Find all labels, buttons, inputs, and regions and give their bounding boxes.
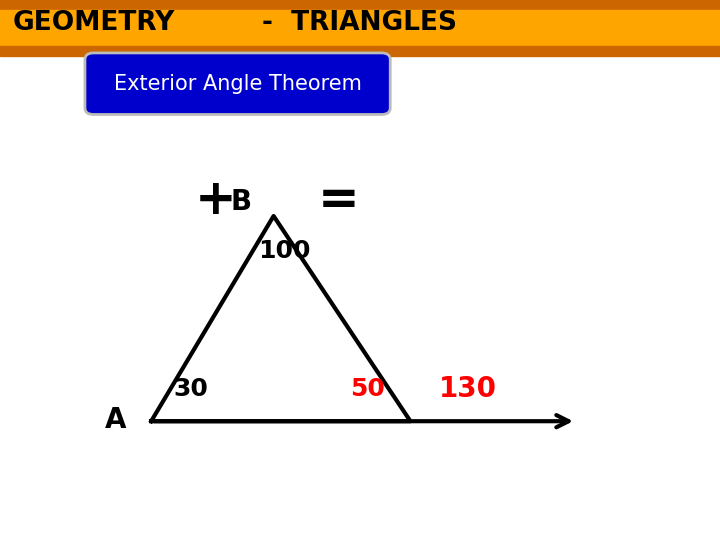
Bar <box>0 10 720 46</box>
Text: 30: 30 <box>174 377 208 401</box>
Bar <box>0 46 720 56</box>
Text: GEOMETRY: GEOMETRY <box>12 10 175 36</box>
Text: A: A <box>104 406 126 434</box>
Text: 130: 130 <box>439 375 497 403</box>
Text: 50: 50 <box>350 377 384 401</box>
Text: 100: 100 <box>258 239 310 263</box>
Text: -  TRIANGLES: - TRIANGLES <box>263 10 457 36</box>
Text: =: = <box>318 176 359 224</box>
Bar <box>0 0 720 10</box>
Text: B: B <box>230 188 252 217</box>
Text: +: + <box>195 176 237 224</box>
Text: Exterior Angle Theorem: Exterior Angle Theorem <box>114 73 361 94</box>
FancyBboxPatch shape <box>85 53 390 114</box>
